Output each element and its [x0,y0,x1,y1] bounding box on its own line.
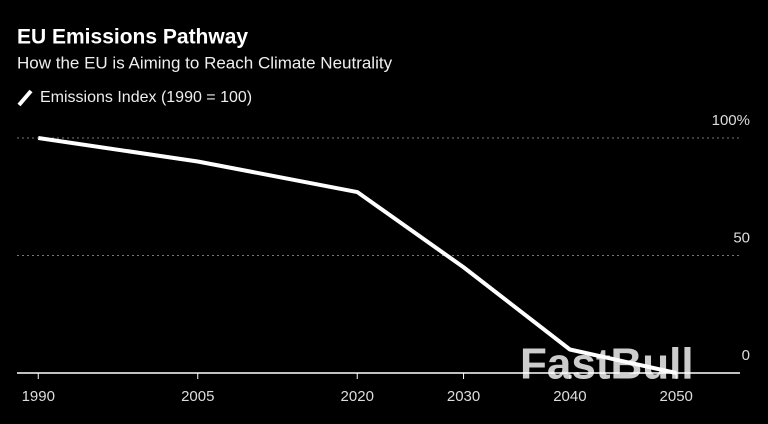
y-tick-label: 0 [742,347,750,364]
data-line [37,136,677,375]
legend-swatch [17,89,33,107]
y-tick-label: 100% [712,112,750,129]
chart-title: EU Emissions Pathway [17,26,248,49]
x-tick-label: 2030 [447,388,480,405]
y-tick-label: 50 [733,229,750,246]
chart-subtitle: How the EU is Aiming to Reach Climate Ne… [17,53,393,72]
x-tick-label: 1990 [22,388,55,405]
x-tick-label: 2020 [341,388,374,405]
watermark: FastBull [520,340,694,389]
x-tick-label: 2040 [553,388,586,405]
x-tick-label: 2050 [660,388,693,405]
x-tick-label: 2005 [181,388,214,405]
legend-label: Emissions Index (1990 = 100) [40,89,252,106]
